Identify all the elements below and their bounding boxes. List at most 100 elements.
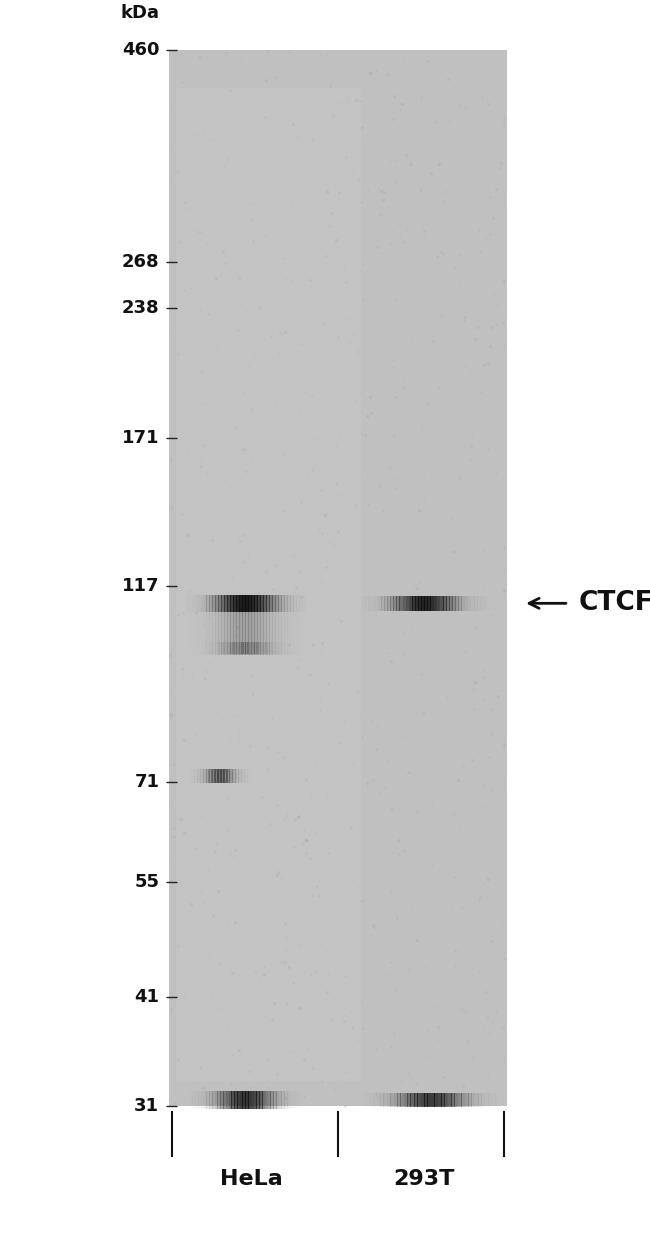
Bar bbox=[251, 612, 255, 655]
Bar bbox=[220, 769, 222, 783]
Bar bbox=[290, 595, 294, 612]
Bar bbox=[191, 769, 194, 783]
Bar bbox=[274, 642, 276, 654]
Bar bbox=[292, 1091, 296, 1109]
Text: 460: 460 bbox=[122, 41, 159, 59]
Bar bbox=[440, 596, 443, 611]
Bar bbox=[232, 642, 235, 654]
Bar bbox=[266, 595, 270, 612]
Bar bbox=[281, 1091, 285, 1109]
Bar bbox=[281, 612, 285, 655]
Bar bbox=[227, 642, 231, 654]
Bar bbox=[462, 596, 465, 611]
Bar bbox=[237, 1091, 240, 1109]
Bar bbox=[287, 612, 291, 655]
Bar bbox=[210, 642, 213, 654]
Bar bbox=[367, 1092, 370, 1107]
Bar bbox=[363, 1092, 367, 1107]
Bar bbox=[377, 1092, 381, 1107]
Bar bbox=[194, 612, 198, 655]
Bar bbox=[412, 596, 415, 611]
Bar bbox=[480, 596, 484, 611]
Bar bbox=[215, 595, 219, 612]
Bar bbox=[169, 50, 507, 1106]
Bar bbox=[241, 769, 243, 783]
Bar bbox=[272, 595, 276, 612]
Bar bbox=[203, 595, 207, 612]
Bar bbox=[276, 642, 279, 654]
Bar bbox=[224, 595, 228, 612]
Bar bbox=[251, 595, 255, 612]
Bar bbox=[454, 1092, 458, 1107]
Bar bbox=[418, 596, 422, 611]
Bar bbox=[270, 1091, 274, 1109]
Bar bbox=[295, 1091, 299, 1109]
Text: 71: 71 bbox=[135, 773, 159, 791]
Bar bbox=[293, 595, 296, 612]
Bar bbox=[269, 595, 273, 612]
Bar bbox=[424, 596, 428, 611]
Bar bbox=[477, 596, 481, 611]
Bar bbox=[282, 642, 285, 654]
Bar bbox=[287, 642, 290, 654]
Bar bbox=[396, 596, 400, 611]
Bar bbox=[203, 1091, 207, 1109]
Bar bbox=[370, 1092, 374, 1107]
Bar bbox=[260, 595, 264, 612]
Bar bbox=[190, 1091, 193, 1109]
Bar bbox=[193, 769, 195, 783]
Bar bbox=[245, 1091, 249, 1109]
Bar bbox=[278, 612, 281, 655]
Bar bbox=[468, 1092, 472, 1107]
Bar bbox=[212, 1091, 215, 1109]
Bar bbox=[243, 642, 246, 654]
Bar bbox=[269, 612, 273, 655]
Bar bbox=[417, 1092, 421, 1107]
Bar bbox=[434, 596, 437, 611]
Bar bbox=[302, 612, 306, 655]
Bar bbox=[219, 642, 222, 654]
Bar bbox=[209, 1091, 213, 1109]
Bar bbox=[393, 596, 397, 611]
Bar bbox=[458, 596, 462, 611]
Bar bbox=[252, 642, 255, 654]
Bar bbox=[458, 1092, 461, 1107]
Bar bbox=[227, 769, 229, 783]
Bar bbox=[296, 595, 300, 612]
Text: 238: 238 bbox=[122, 299, 159, 317]
Bar bbox=[245, 642, 248, 654]
Bar bbox=[176, 88, 361, 1081]
Bar bbox=[455, 596, 459, 611]
Bar bbox=[251, 1091, 254, 1109]
Bar bbox=[296, 612, 300, 655]
Bar bbox=[273, 1091, 276, 1109]
Bar bbox=[232, 769, 234, 783]
Bar bbox=[374, 596, 378, 611]
Bar bbox=[372, 596, 375, 611]
Bar bbox=[257, 612, 261, 655]
Bar bbox=[387, 596, 391, 611]
Bar bbox=[287, 595, 291, 612]
Bar bbox=[404, 1092, 408, 1107]
Bar bbox=[192, 595, 195, 612]
Bar bbox=[213, 769, 214, 783]
Bar bbox=[384, 596, 387, 611]
Bar bbox=[431, 1092, 435, 1107]
Bar bbox=[365, 596, 369, 611]
Bar bbox=[293, 612, 296, 655]
Bar bbox=[260, 612, 264, 655]
Bar bbox=[482, 1092, 486, 1107]
Bar bbox=[214, 769, 216, 783]
Bar bbox=[281, 595, 285, 612]
Bar bbox=[444, 1092, 448, 1107]
Bar bbox=[267, 642, 270, 654]
Bar bbox=[202, 769, 204, 783]
Bar bbox=[263, 642, 266, 654]
Bar bbox=[234, 642, 237, 654]
Text: 293T: 293T bbox=[393, 1169, 455, 1189]
Bar bbox=[226, 769, 228, 783]
Bar bbox=[222, 612, 225, 655]
Bar bbox=[381, 596, 385, 611]
Bar bbox=[237, 595, 240, 612]
Bar bbox=[256, 642, 259, 654]
